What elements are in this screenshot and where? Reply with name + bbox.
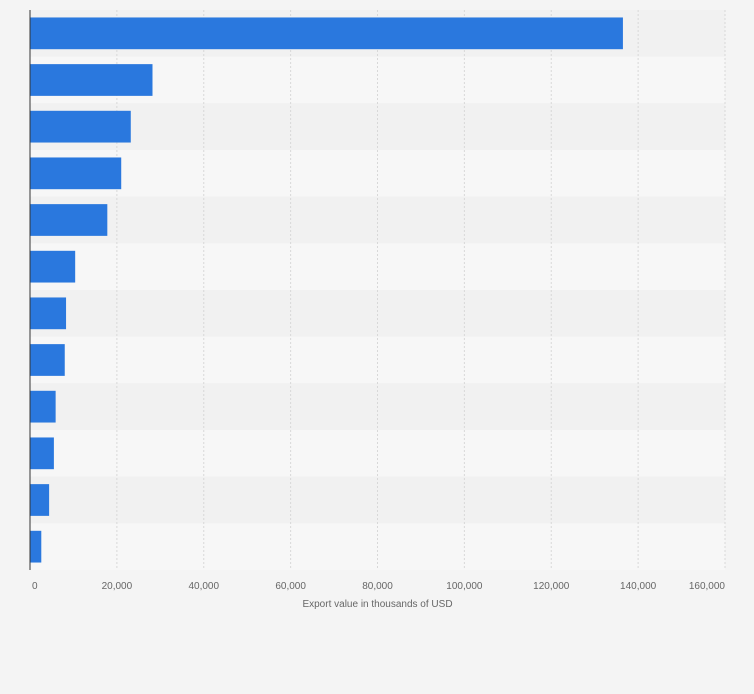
x-tick-label: 100,000	[446, 581, 483, 592]
bar[interactable]	[30, 344, 65, 376]
bar[interactable]	[30, 64, 153, 96]
bar[interactable]	[30, 297, 67, 330]
x-tick-label: 20,000	[102, 581, 133, 592]
x-tick-label: 60,000	[275, 581, 306, 592]
bar[interactable]	[30, 437, 54, 470]
x-tick-label: 40,000	[188, 581, 219, 592]
bars	[30, 17, 623, 563]
gridlines	[116, 10, 726, 570]
x-tick-label: 140,000	[620, 581, 657, 592]
row-band	[30, 430, 725, 477]
x-tick-label: 160,000	[689, 581, 726, 592]
bar[interactable]	[30, 157, 122, 190]
bar[interactable]	[30, 110, 131, 143]
bar[interactable]	[30, 390, 56, 423]
bar[interactable]	[30, 204, 108, 236]
x-tick-label: 80,000	[362, 581, 393, 592]
bar[interactable]	[30, 17, 623, 50]
x-axis-title: Export value in thousands of USD	[302, 599, 452, 610]
row-band	[30, 290, 725, 337]
row-band	[30, 150, 725, 197]
x-axis-ticks: 0 20,000 40,000 60,000 80,000 100,000 120,000 1…	[32, 581, 725, 592]
bar[interactable]	[30, 530, 42, 563]
bar[interactable]	[30, 250, 76, 283]
bar[interactable]	[30, 484, 50, 516]
x-tick-label: 0	[32, 581, 38, 592]
x-tick-label: 120,000	[533, 581, 570, 592]
